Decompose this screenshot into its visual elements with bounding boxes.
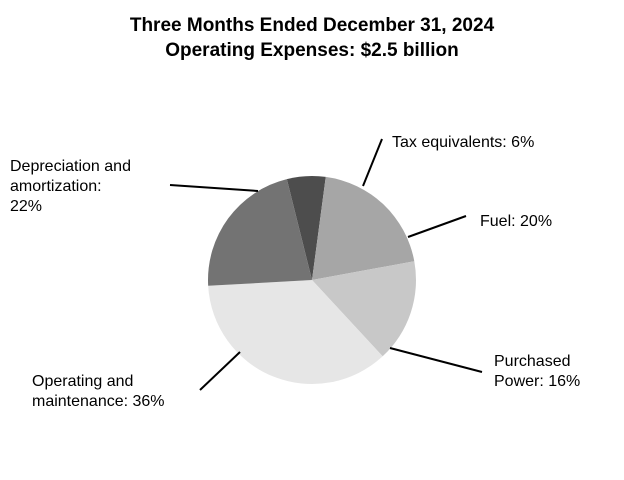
slice-label-line: Power: 16% <box>494 373 581 390</box>
pie-slice <box>312 176 415 280</box>
leader-line <box>407 215 467 238</box>
slice-label: Tax equivalents: 6% <box>392 133 534 153</box>
pie-slice <box>286 175 326 280</box>
pie-slice <box>312 261 416 357</box>
slice-label: Depreciation and amortization: 22% <box>10 157 131 217</box>
slice-label-line: Operating and <box>32 373 134 390</box>
slice-label: Operating and maintenance: 36% <box>32 372 165 412</box>
leader-line <box>169 184 259 192</box>
slice-label-line: Tax equivalents: 6% <box>392 134 535 151</box>
slice-label: Purchased Power: 16% <box>494 352 580 392</box>
pie-slice <box>208 280 383 385</box>
chart-subtitle: Operating Expenses: $2.5 billion <box>165 40 459 61</box>
slice-label-line: maintenance: 36% <box>32 393 165 410</box>
chart-title: Three Months Ended December 31, 2024 <box>129 15 495 36</box>
slice-label-line: 22% <box>10 198 43 215</box>
slice-label: Fuel: 20% <box>480 212 552 232</box>
slice-label-line: Depreciation and <box>10 158 131 175</box>
slice-label-line: Fuel: 20% <box>480 213 553 230</box>
leader-line <box>389 347 483 373</box>
slice-label-line: Purchased <box>494 353 571 370</box>
leader-line <box>362 138 383 187</box>
slice-label-line: amortization: <box>10 178 102 195</box>
leader-line <box>199 351 241 391</box>
pie-slice <box>207 179 312 286</box>
